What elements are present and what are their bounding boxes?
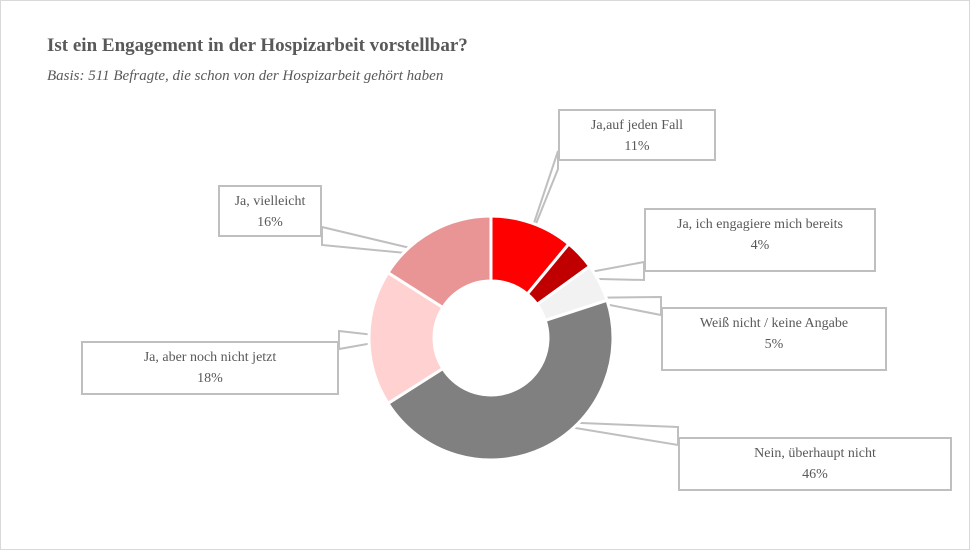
- data-label-value: 16%: [257, 215, 283, 230]
- data-label: Ja,auf jeden Fall 11%: [558, 109, 716, 161]
- data-label-category: Nein, überhaupt nicht: [754, 446, 876, 461]
- data-label-category: Ja, ich engagiere mich bereits: [677, 217, 843, 232]
- data-label: Weiß nicht / keine Angabe 5%: [661, 307, 887, 371]
- data-label-value: 46%: [802, 467, 828, 482]
- data-label: Ja, aber noch nicht jetzt 18%: [81, 341, 339, 395]
- donut-slice: [385, 214, 493, 310]
- data-label-category: Ja, aber noch nicht jetzt: [143, 350, 277, 365]
- data-label-value: 11%: [624, 139, 650, 154]
- data-label-value: 5%: [764, 337, 784, 352]
- data-label: Nein, überhaupt nicht 46%: [678, 437, 952, 491]
- donut-slice: [385, 298, 615, 462]
- data-label-category: Weiß nicht / keine Angabe: [699, 316, 849, 331]
- chart-subtitle: Basis: 511 Befragte, die schon von der H…: [47, 68, 444, 84]
- chart-title: Ist ein Engagement in der Hospizarbeit v…: [47, 35, 468, 56]
- data-label-value: 4%: [750, 238, 770, 253]
- data-label: Ja, ich engagiere mich bereits 4%: [644, 208, 876, 272]
- data-label-category: Ja, vielleicht: [234, 194, 306, 209]
- data-label-category: Ja,auf jeden Fall: [590, 118, 684, 133]
- data-label-value: 18%: [197, 371, 223, 386]
- data-label: Ja, vielleicht 16%: [218, 185, 322, 237]
